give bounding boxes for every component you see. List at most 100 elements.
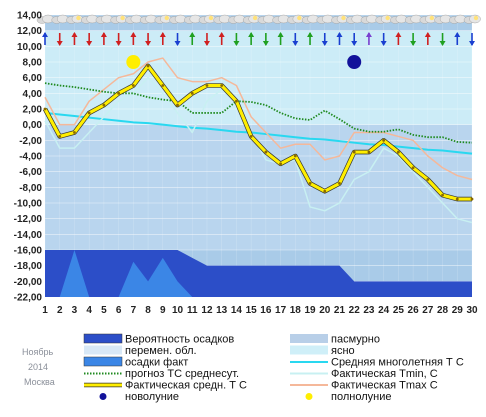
legend-swatch [305, 393, 313, 400]
arrow-head [262, 41, 269, 46]
arrow-head [351, 41, 358, 46]
x-tick-label: 13 [216, 305, 228, 316]
legend-item-precip_prob: Вероятность осадков [83, 334, 234, 346]
wind-arrow-icon [71, 32, 78, 45]
tavg-point [293, 154, 297, 158]
arrow-head [100, 32, 107, 37]
temperature-lines [42, 57, 474, 224]
tavg-point [235, 99, 238, 103]
arrow-head [145, 41, 152, 46]
legend-label: Вероятность осадков [125, 334, 234, 346]
y-tick-label: -22,00 [14, 293, 43, 304]
arrow-head [218, 32, 225, 37]
arrow-head [189, 32, 196, 37]
y-tick-label: -18,00 [14, 261, 43, 272]
arrow-head [410, 41, 417, 46]
sun-icon [164, 15, 169, 21]
tavg-point [411, 166, 415, 170]
legend-item-new_moon: новолуние [99, 391, 179, 403]
y-tick-label: -8,00 [19, 183, 42, 194]
legend-item-tmax: Фактическая Тmax С [290, 380, 438, 392]
y-tick-label: -2,00 [19, 136, 42, 147]
x-tick-label: 16 [260, 305, 272, 316]
new-moon-icon [347, 55, 362, 69]
x-tick-label: 5 [101, 305, 107, 316]
legend-label: Фактическая Тmax С [331, 380, 438, 392]
cloud-icon [51, 14, 69, 24]
series-line-forecast [44, 82, 473, 144]
y-tick-label: 0,00 [23, 120, 43, 131]
y-tick-label: 4,00 [23, 89, 43, 100]
wind-arrow-icon [410, 33, 417, 46]
y-axis-ticks: 14,00 12,00 10,00 8,00 6,00 4,00 2,00 0,00 -2,00… [14, 11, 43, 304]
legend-label: Средняя многолетняя Т С [331, 357, 464, 369]
y-tick-label: -12,00 [14, 214, 43, 225]
sun-icon [429, 15, 435, 21]
wind-arrow-icon [336, 32, 343, 45]
x-tick-label: 21 [334, 305, 346, 316]
y-tick-label: 8,00 [23, 58, 43, 69]
wind-arrow-icon [86, 33, 93, 46]
y-tick-label: 12,00 [17, 26, 42, 37]
cloud-icon [287, 14, 305, 24]
cloud-icon [213, 14, 231, 24]
cloud-icon [375, 14, 393, 24]
x-tick-label: 14 [231, 305, 243, 316]
cloud-icon [316, 14, 334, 24]
tavg-point [190, 91, 194, 95]
arrow-head [233, 41, 240, 46]
wind-arrow-icon [424, 32, 431, 45]
sun-icon [341, 15, 346, 21]
legend-item-tmin: Фактическая Тmin, С [290, 368, 438, 380]
x-tick-label: 3 [72, 305, 78, 316]
wind-arrow-icon [115, 33, 122, 46]
legend-label: пасмурно [331, 334, 380, 346]
wind-arrow-icon [277, 32, 284, 45]
cloud-icon [125, 14, 143, 24]
series-line-norm [44, 111, 473, 155]
wind-arrow-icon [174, 33, 181, 46]
legend-item-tavg: Фактическая средн. Т С [84, 380, 247, 392]
weather-icon-strip [36, 14, 481, 46]
y-tick-label: 10,00 [17, 42, 42, 53]
arrow-head [203, 41, 210, 46]
cloud-icon [331, 14, 349, 24]
sun-icon [473, 15, 479, 21]
x-tick-label: 6 [116, 305, 122, 316]
sun-icon [120, 15, 125, 21]
y-tick-label: -14,00 [14, 230, 43, 241]
cloud-icon [301, 14, 319, 24]
legend-item-norm: Средняя многолетняя Т С [290, 357, 464, 369]
wind-arrow-icon [469, 33, 475, 46]
cloud-icon [169, 14, 187, 24]
y-tick-label: 2,00 [23, 105, 43, 116]
legend-label: Фактическая средн. Т С [125, 380, 247, 392]
wind-arrow-icon [189, 32, 196, 45]
cloud-icon [66, 14, 84, 24]
legend-item-variable: перемен. обл. [84, 345, 197, 357]
wind-arrow-icon [145, 33, 152, 46]
x-tick-label: 8 [145, 305, 151, 316]
x-tick-label: 1 [42, 305, 48, 316]
x-tick-label: 17 [275, 305, 287, 316]
x-tick-label: 22 [349, 305, 361, 316]
x-tick-label: 4 [86, 305, 92, 316]
legend-swatch [83, 356, 123, 367]
cloud-icon [390, 14, 408, 24]
cloud-icon [198, 14, 216, 24]
tavg-point [396, 150, 400, 154]
legend-item-clear: ясно [290, 345, 355, 357]
x-tick-label: 29 [452, 305, 464, 316]
wind-arrow-icon [262, 33, 269, 46]
x-tick-label: 10 [172, 305, 184, 316]
x-tick-label: 2 [57, 305, 63, 316]
legend-item-overcast: пасмурно [290, 334, 380, 346]
tavg-point [352, 150, 356, 154]
tavg-point [308, 182, 312, 185]
cloud-icon [257, 14, 275, 24]
legend-label: полнолуние [331, 391, 391, 403]
x-axis-ticks: 1 2 3 4 5 6 7 8 9 10 11 12 13 14 15 16 17 18 19 20 21 22 23 24 2… [42, 305, 478, 316]
arrow-head [321, 41, 328, 46]
cloud-icon [139, 14, 157, 24]
cloud-icon [36, 14, 54, 24]
